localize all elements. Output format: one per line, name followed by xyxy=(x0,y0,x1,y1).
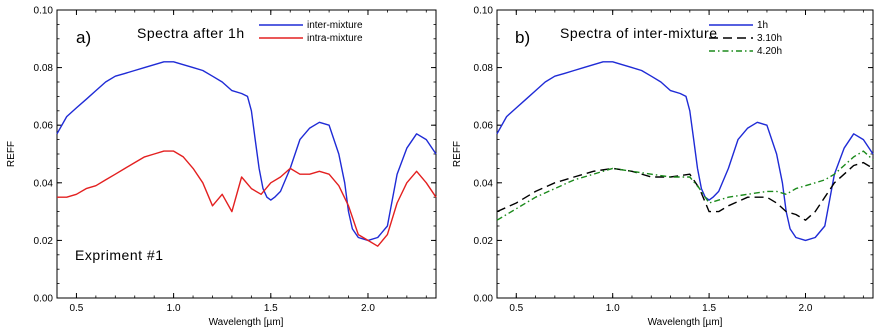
panel-b-plot-frame xyxy=(496,9,874,299)
panel-b-y-tick-label: 0.00 xyxy=(474,294,494,305)
panel-a-x-tick-label: 0.5 xyxy=(69,303,83,314)
panel-a-title: Spectra after 1h xyxy=(137,25,245,41)
legend-label: 3.10h xyxy=(757,33,782,44)
series-line-3-10h xyxy=(496,161,874,221)
panel-b-y-tick-label: 0.08 xyxy=(474,63,494,74)
panel-b-x-tick-label: 0.5 xyxy=(509,303,523,314)
panel-b-x-tick-label: 2.0 xyxy=(799,303,813,314)
panel-a-y-tick-label: 0.10 xyxy=(34,6,54,17)
panel-b-y-tick-label: 0.06 xyxy=(474,121,494,132)
panel-a-y-tick-label: 0.02 xyxy=(34,236,54,247)
panel-b-tag: b) xyxy=(515,28,530,47)
panel-b-title: Spectra of inter-mixture xyxy=(560,25,718,41)
panel-b-y-tick-label: 0.04 xyxy=(474,178,494,189)
panel-a-y-tick-label: 0.08 xyxy=(34,63,54,74)
panel-a-y-tick-label: 0.04 xyxy=(34,178,54,189)
series-line-1h xyxy=(496,61,874,242)
panel-a-x-tick-label: 2.0 xyxy=(361,303,375,314)
panel-a-x-tick-label: 1.5 xyxy=(264,303,278,314)
panel-a-y-tick-label: 0.00 xyxy=(34,294,54,305)
panel-b-y-tick-label: 0.02 xyxy=(474,236,494,247)
legend-label: 1h xyxy=(757,20,768,31)
series-line-intra-mixture xyxy=(57,150,437,247)
series-line-4-20h xyxy=(496,150,874,221)
panel-a-y-axis-title: REFF xyxy=(6,141,17,167)
panel-b-y-tick-label: 0.10 xyxy=(474,6,494,17)
panel-a-tag: a) xyxy=(76,28,91,47)
panel-a-y-tick-label: 0.06 xyxy=(34,121,54,132)
panel-a-x-tick-label: 1.0 xyxy=(167,303,181,314)
experiment-annotation: Expriment #1 xyxy=(75,247,163,263)
panel-b-x-tick-label: 1.5 xyxy=(702,303,716,314)
legend-label: intra-mixture xyxy=(307,33,363,44)
series-line-inter-mixture xyxy=(56,61,437,242)
panel-b-x-axis-title: Wavelength [µm] xyxy=(648,317,723,328)
panel-b: b) Spectra of inter-mixture Wavelength [… xyxy=(452,6,874,328)
panel-b-x-tick-label: 1.0 xyxy=(606,303,620,314)
legend-label: 4.20h xyxy=(757,46,782,57)
legend-label: inter-mixture xyxy=(307,20,363,31)
panel-a: a) Spectra after 1h Expriment #1 Wavelen… xyxy=(6,6,437,328)
panel-b-y-axis-title: REFF xyxy=(452,141,463,167)
panel-a-x-axis-title: Wavelength [µm] xyxy=(209,317,284,328)
